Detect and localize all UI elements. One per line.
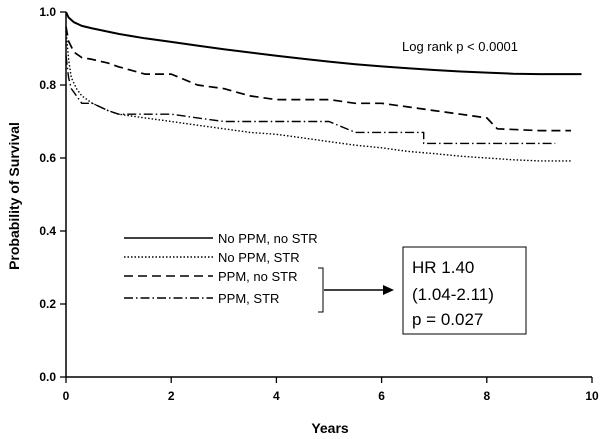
y-tick-label: 0.8: [39, 78, 56, 92]
y-ticks: 0.0 0.2 0.4 0.6 0.8 1.0: [39, 5, 66, 384]
y-tick-label: 0.6: [39, 151, 56, 165]
y-tick-label: 1.0: [39, 5, 56, 19]
legend-label-no-ppm-no-str: No PPM, no STR: [218, 231, 318, 246]
x-tick-label: 4: [273, 389, 280, 403]
hr-box: [402, 246, 527, 335]
hr-p-value: p = 0.027: [412, 310, 483, 329]
log-rank-annotation: Log rank p < 0.0001: [402, 39, 518, 54]
hr-value: HR 1.40: [412, 258, 474, 277]
x-tick-label: 0: [63, 389, 70, 403]
series-lines: [65, 11, 582, 162]
legend-label-no-ppm-str: No PPM, STR: [218, 250, 300, 265]
x-tick-label: 8: [483, 389, 490, 403]
x-tick-label: 10: [585, 389, 599, 403]
legend-bracket: [318, 267, 324, 313]
x-ticks: 0 2 4 6 8 10: [63, 377, 599, 403]
y-tick-label: 0.4: [39, 224, 56, 238]
series-line-no-ppm-str: [65, 30, 571, 162]
y-tick-label: 0.2: [39, 297, 56, 311]
series-line-no-ppm-no-str: [65, 11, 582, 76]
y-tick-label: 0.0: [39, 370, 56, 384]
series-line-ppm-str: [65, 55, 556, 145]
series-line-ppm-no-str: [65, 26, 571, 132]
x-tick-label: 6: [378, 389, 385, 403]
hr-ci: (1.04-2.11): [412, 285, 494, 304]
legend-label-ppm-str: PPM, STR: [218, 291, 279, 306]
x-tick-label: 2: [168, 389, 175, 403]
legend: No PPM, no STR No PPM, STR PPM, no STR P…: [124, 231, 318, 306]
y-axis-title: Probability of Survival: [6, 122, 22, 270]
x-axis-title: Years: [311, 420, 349, 436]
hr-arrow-head: [383, 285, 394, 295]
legend-label-ppm-no-str: PPM, no STR: [218, 269, 297, 284]
